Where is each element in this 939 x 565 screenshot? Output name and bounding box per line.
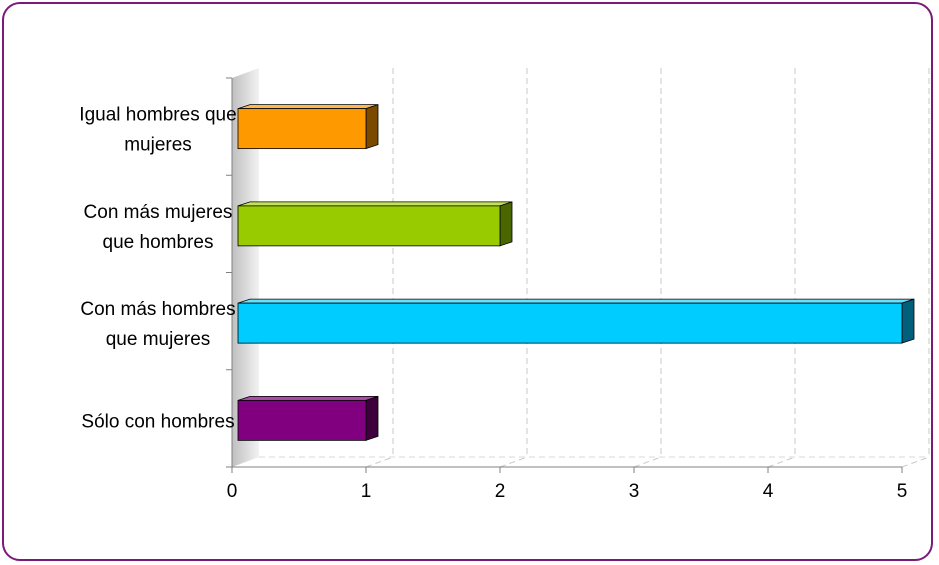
bar-top-face <box>237 298 915 304</box>
bar-side-face <box>901 298 915 344</box>
category-label: Con más mujeres <box>84 202 233 223</box>
category-label: Igual hombres que <box>79 105 236 126</box>
x-tick-label: 1 <box>361 481 372 502</box>
floor-gridline <box>767 456 796 468</box>
bar-top-face <box>237 395 379 401</box>
category-label: mujeres <box>124 135 192 156</box>
x-tick-label: 5 <box>897 481 908 502</box>
x-tick-label: 0 <box>227 481 238 502</box>
x-tick-label: 4 <box>763 481 774 502</box>
category-label: Con más hombres <box>80 299 235 320</box>
x-tick-label: 3 <box>629 481 640 502</box>
floor-gridline <box>633 456 662 468</box>
floor-gridline <box>901 456 930 468</box>
bar-top-face <box>237 104 379 110</box>
bar <box>237 108 367 150</box>
floor-gridline <box>499 456 528 468</box>
category-label: que mujeres <box>106 329 211 350</box>
category-label: que hombres <box>103 232 214 253</box>
x-tick-label: 2 <box>495 481 506 502</box>
category-label: Sólo con hombres <box>81 411 234 432</box>
bar-top-face <box>237 201 513 207</box>
bar <box>237 399 367 441</box>
bar-side-face <box>365 395 379 441</box>
bar-side-face <box>365 104 379 150</box>
floor-gridline <box>365 456 394 468</box>
side-wall <box>232 68 259 467</box>
bar-side-face <box>499 201 513 247</box>
bar <box>237 205 501 247</box>
bar <box>237 302 903 344</box>
